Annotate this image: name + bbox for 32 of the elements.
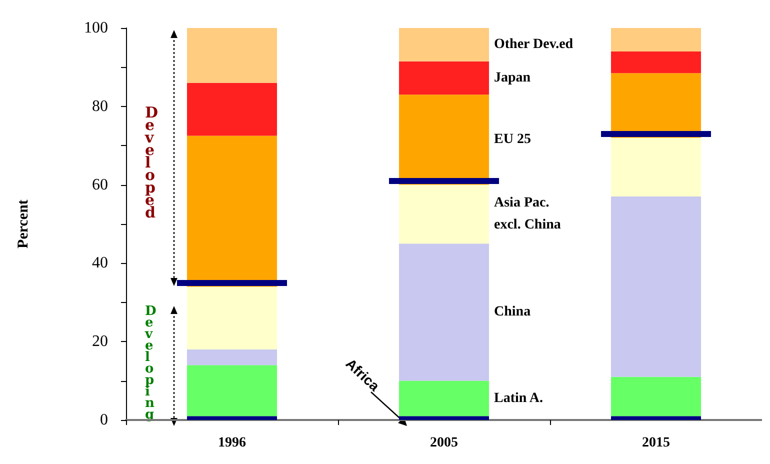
y-tick-label: 80 [92,98,108,115]
bar [611,196,701,377]
bar [399,61,489,95]
bar [611,416,701,420]
bar [611,52,701,74]
series-label: Latin A. [494,390,544,406]
text: Developed [145,104,158,222]
series-label: Other Dev.ed [494,37,574,52]
bar [399,244,489,381]
bar [399,28,489,62]
y-tick-label: 60 [92,176,108,194]
series-label: Asia Pac. excl. China [494,196,561,233]
y-tick-label: 40 [92,254,108,272]
y-tick-label: 100 [84,20,108,36]
bar [187,82,277,136]
bar [399,416,489,420]
bar [611,28,701,52]
y-tick-label: 20 [92,333,108,350]
series-label: EU 25 [494,132,531,148]
bar [187,349,277,366]
bar [399,380,489,416]
bar [187,365,277,416]
bar [187,416,277,420]
series-label: Japan [494,70,531,86]
y-axis-title: Percent [16,200,32,248]
bar [611,376,701,416]
y-tick-label: 0 [100,412,108,428]
x-tick-label: 1996 [218,436,246,450]
x-tick-label: 2005 [430,436,458,450]
series-label: China [494,304,531,320]
bar [187,28,277,83]
x-tick-label: 2015 [642,436,670,450]
